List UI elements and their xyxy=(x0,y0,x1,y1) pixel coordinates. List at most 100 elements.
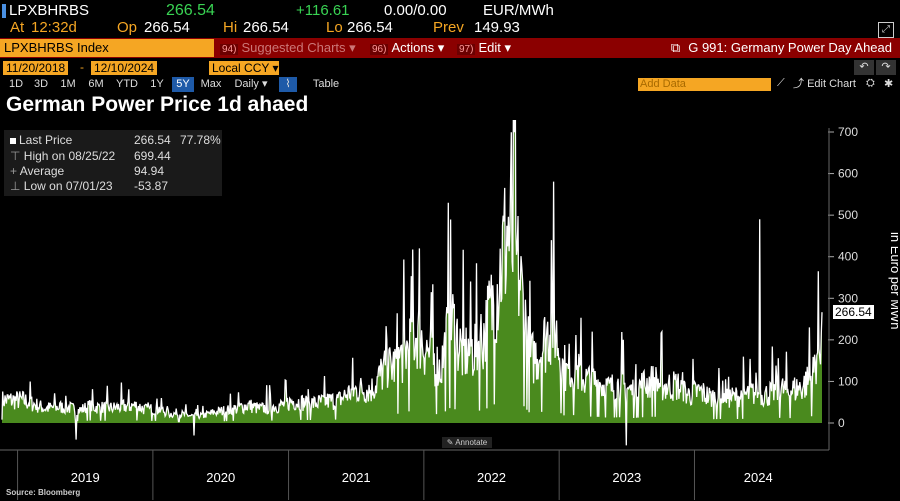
add-data-input[interactable]: Add Data xyxy=(638,78,771,91)
low-value: 266.54 xyxy=(347,19,393,36)
high-label: Hi xyxy=(223,19,238,36)
y-axis-label-text: in Euro per MWh xyxy=(888,232,898,330)
y-tick-label: 0 xyxy=(838,416,845,430)
quote-bar: LPXBHRBS 266.54 +116.61 0.00/0.00 EUR/MW… xyxy=(0,0,900,38)
price-change: +116.61 xyxy=(296,2,350,19)
function-title-label: G 991: Germany Power Day Ahead xyxy=(688,40,892,55)
suggested-label: Suggested Charts ▾ xyxy=(241,40,356,55)
period-1d[interactable]: 1D xyxy=(8,78,24,90)
external-link-icon[interactable]: ⧉ xyxy=(670,40,681,55)
edit-chart-button[interactable]: ⤴ Edit Chart xyxy=(793,77,856,92)
unit: EUR/MWh xyxy=(483,2,554,19)
edit-menu[interactable]: 97) Edit ▾ xyxy=(457,39,511,57)
toolbar: LPXBHRBS Index 94) Suggested Charts ▾ 96)… xyxy=(0,38,900,58)
price-area xyxy=(2,120,822,446)
legend-last: Last Price xyxy=(10,133,72,147)
chart-function-title[interactable]: ⧉ G 991: Germany Power Day Ahead xyxy=(671,39,892,57)
legend-low: ⊥ Low on 07/01/23 xyxy=(10,179,113,193)
last-price-badge: 266.54 xyxy=(833,305,874,320)
price-chart[interactable]: 0 100 200 300 400 500 600 700 2019 2020 2021 2022 20… xyxy=(0,120,900,501)
period-3d[interactable]: 3D xyxy=(33,78,49,90)
draw-tool-icon[interactable]: ⟋ xyxy=(777,77,785,89)
x-tick-label: 2023 xyxy=(612,470,641,485)
y-tick-label: 600 xyxy=(838,167,858,181)
date-range-row: 11/20/2018 - 12/10/2024 Local CCY ▾ ↶ ↷ xyxy=(0,60,900,76)
ticker[interactable]: LPXBHRBS xyxy=(9,2,90,19)
y-tick-label: 300 xyxy=(838,291,858,305)
legend-low-value: -53.87 xyxy=(134,179,169,193)
edit-number: 97) xyxy=(457,44,476,55)
edit-chart-label: Edit Chart xyxy=(807,78,856,90)
open-value: 266.54 xyxy=(144,19,190,36)
undo-icon[interactable]: ↶ xyxy=(854,60,874,75)
average-marker-icon: + xyxy=(10,164,20,178)
legend-high-value: 699.44 xyxy=(134,149,171,163)
line-chart-icon[interactable]: ⌇ xyxy=(279,77,297,92)
period-ytd[interactable]: YTD xyxy=(116,78,138,90)
period-6m[interactable]: 6M xyxy=(88,78,104,90)
legend-average-label: Average xyxy=(19,164,65,178)
legend-average: + Average xyxy=(10,164,64,178)
legend-average-value: 94.94 xyxy=(134,164,165,178)
legend-high: ⊤ High on 08/25/22 xyxy=(10,149,115,163)
y-tick-label: 700 xyxy=(838,125,858,139)
period-row: 1D 3D 1M 6M YTD 1Y 5Y Max Daily ▾ ⌇ Tabl… xyxy=(0,77,900,92)
y-tick-label: 100 xyxy=(838,374,858,388)
edit-chart-icon: ⤴ xyxy=(793,78,808,90)
at-time: 12:32d xyxy=(31,19,77,36)
price-line xyxy=(1,120,823,446)
table-button[interactable]: Table xyxy=(312,78,340,90)
x-tick-label: 2020 xyxy=(206,470,235,485)
x-tick-label: 2021 xyxy=(342,470,371,485)
x-tick-label: 2019 xyxy=(71,470,100,485)
gear-icon[interactable]: ✱ xyxy=(884,78,894,90)
source-note: Source: Bloomberg xyxy=(6,488,81,497)
low-marker-icon: ⊥ xyxy=(10,179,24,193)
bid-ask: 0.00/0.00 xyxy=(384,2,447,19)
actions-number: 96) xyxy=(370,44,389,55)
legend-last-pct: 77.78% xyxy=(180,133,221,147)
legend-last-value: 266.54 xyxy=(134,133,171,147)
suggested-charts-menu[interactable]: 94) Suggested Charts ▾ xyxy=(220,39,356,57)
fullscreen-icon[interactable]: ⤢ xyxy=(878,22,894,38)
prev-value: 149.93 xyxy=(474,19,520,36)
annotate-button[interactable]: ✎ Annotate xyxy=(442,437,492,448)
legend-last-swatch xyxy=(10,138,16,144)
date-separator: - xyxy=(80,60,84,74)
open-label: Op xyxy=(117,19,138,36)
chart-title: German Power Price 1d ahaed xyxy=(6,93,309,116)
annotate-label: Annotate xyxy=(455,438,488,447)
legend-last-label: Last Price xyxy=(19,133,73,147)
at-label: At xyxy=(10,19,25,36)
actions-label: Actions ▾ xyxy=(391,40,445,55)
period-1y[interactable]: 1Y xyxy=(150,78,164,90)
period-5y[interactable]: 5Y xyxy=(172,77,194,92)
redo-icon[interactable]: ↷ xyxy=(876,60,896,75)
legend-high-label: High on 08/25/22 xyxy=(23,149,116,163)
frequency-select[interactable]: Daily ▾ xyxy=(234,78,268,90)
edit-label: Edit ▾ xyxy=(478,40,511,55)
last-price: 266.54 xyxy=(166,2,215,19)
y-tick-label: 200 xyxy=(838,333,858,347)
period-1m[interactable]: 1M xyxy=(60,78,76,90)
legend-low-label: Low on 07/01/23 xyxy=(23,179,113,193)
period-max[interactable]: Max xyxy=(200,78,222,90)
legend[interactable]: Last Price 266.54 77.78% ⊤ High on 08/25… xyxy=(4,130,222,196)
start-date-field[interactable]: 11/20/2018 xyxy=(3,61,69,75)
chart-settings-icon[interactable]: ⛭ xyxy=(866,77,875,89)
annotate-icon: ✎ xyxy=(446,438,456,447)
high-value: 266.54 xyxy=(243,19,289,36)
y-tick-label: 400 xyxy=(838,250,858,264)
end-date-field[interactable]: 12/10/2024 xyxy=(91,61,158,75)
security-field[interactable]: LPXBHRBS Index xyxy=(0,39,214,57)
suggested-number: 94) xyxy=(220,44,239,55)
x-tick-label: 2024 xyxy=(744,470,773,485)
x-tick-label: 2022 xyxy=(477,470,506,485)
y-axis-label: in Euro per MWh xyxy=(888,232,898,330)
currency-select[interactable]: Local CCY ▾ xyxy=(209,61,279,75)
ticker-marker xyxy=(2,4,6,18)
y-tick-label: 500 xyxy=(838,208,858,222)
actions-menu[interactable]: 96) Actions ▾ xyxy=(370,39,444,57)
low-label: Lo xyxy=(326,19,343,36)
prev-label: Prev xyxy=(433,19,464,36)
